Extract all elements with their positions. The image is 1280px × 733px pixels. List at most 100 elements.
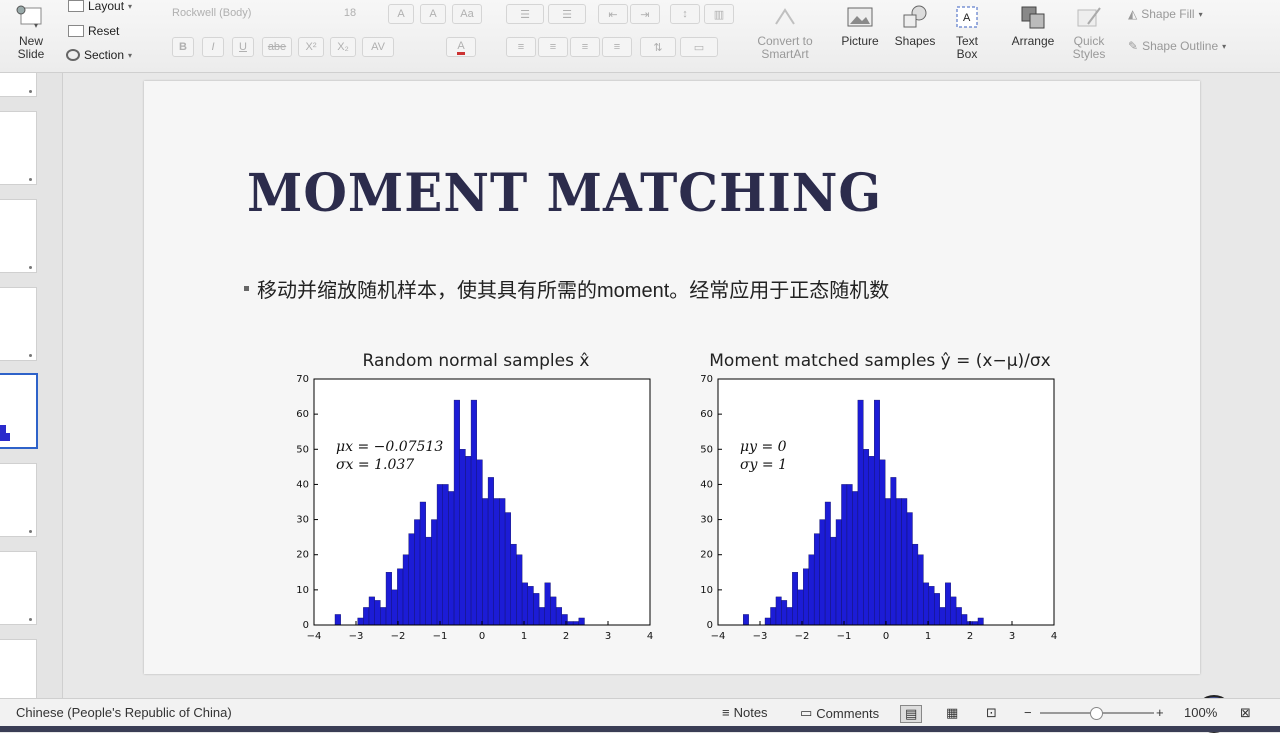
zoom-out-button[interactable]: − xyxy=(1024,705,1032,720)
histogram-bar xyxy=(510,543,517,626)
bullet-point[interactable]: 移动并缩放随机样本，使其具有所需的moment。经常应用于正态随机数 xyxy=(244,274,889,303)
shape-outline-button[interactable]: ✎ Shape Outline ▾ xyxy=(1128,39,1226,53)
slide-thumbnail-selected[interactable] xyxy=(0,373,38,449)
histogram-bar xyxy=(977,617,984,626)
text-direction-button[interactable]: ⇅ xyxy=(640,37,676,57)
stats-annotation: σx = 1.037 xyxy=(336,457,414,473)
histogram-bar xyxy=(470,399,477,626)
layout-button[interactable]: Layout ▾ xyxy=(68,0,132,13)
slide-thumbnail[interactable] xyxy=(0,551,37,625)
font-size-select[interactable]: 18 xyxy=(330,4,370,22)
decrease-indent-button[interactable]: ⇤ xyxy=(598,4,628,24)
subscript-button[interactable]: X₂ xyxy=(330,37,356,57)
quick-styles-label-1: Quick xyxy=(1073,34,1105,48)
slide-title[interactable]: MOMENT MATCHING xyxy=(247,161,883,224)
text-direction-icon: ⇅ xyxy=(653,41,663,54)
slide-sorter-button[interactable]: ▦ xyxy=(946,705,958,721)
grow-font-label: A xyxy=(397,8,405,20)
histogram-bar xyxy=(803,568,809,626)
italic-button[interactable]: I xyxy=(202,37,224,57)
comments-button[interactable]: ▭ Comments xyxy=(800,705,879,721)
chevron-down-icon: ▾ xyxy=(1198,9,1203,19)
text-box-button[interactable]: A Text Box xyxy=(947,4,987,61)
slide-marker xyxy=(29,618,32,621)
smartart-icon xyxy=(775,8,795,25)
new-slide-button[interactable]: ▾ New Slide xyxy=(12,2,50,61)
histogram-bar xyxy=(743,614,749,626)
histogram-chart-1[interactable]: Random normal samples x̂ −4 −3 −2 −1 0 1 2 3 4 0 1… xyxy=(286,351,666,651)
histogram-bar xyxy=(527,586,534,626)
zoom-level[interactable]: 100% xyxy=(1184,705,1217,720)
strikethrough-button[interactable]: abe xyxy=(262,37,292,57)
slide-thumbnail[interactable] xyxy=(0,111,37,185)
font-color-button[interactable]: A xyxy=(446,37,476,57)
histogram-chart-2[interactable]: Moment matched samples ŷ = (x−μ)/σx −4 −3… xyxy=(690,351,1070,651)
x-tick-label: −3 xyxy=(753,631,768,642)
slide-thumbnail[interactable] xyxy=(0,287,37,361)
shapes-button[interactable]: Shapes xyxy=(893,4,937,48)
histogram-bar xyxy=(808,554,815,626)
grow-font-button[interactable]: A xyxy=(388,4,414,24)
shape-fill-button[interactable]: ◭ Shape Fill ▾ xyxy=(1128,7,1203,21)
histogram-bar xyxy=(374,600,381,626)
align-center-button[interactable]: ≡ xyxy=(538,37,568,57)
align-right-button[interactable]: ≡ xyxy=(570,37,600,57)
align-right-icon: ≡ xyxy=(581,41,589,53)
underline-button[interactable]: U xyxy=(232,37,254,57)
notes-button[interactable]: ≡ Notes xyxy=(722,705,768,720)
align-left-button[interactable]: ≡ xyxy=(506,37,536,57)
new-slide-icon: ▾ xyxy=(16,5,42,30)
zoom-slider-handle[interactable] xyxy=(1090,707,1103,720)
slide-thumbnail[interactable] xyxy=(0,73,37,97)
superscript-button[interactable]: X² xyxy=(298,37,324,57)
line-spacing-button[interactable]: ↕ xyxy=(670,4,700,24)
convert-smartart-button[interactable]: Convert to SmartArt xyxy=(754,4,816,61)
reset-button[interactable]: Reset xyxy=(68,24,119,38)
histogram-bar xyxy=(499,498,506,626)
align-center-icon: ≡ xyxy=(549,41,557,53)
zoom-in-button[interactable]: + xyxy=(1156,705,1164,720)
y-tick-label: 30 xyxy=(700,515,713,526)
bullets-button[interactable]: ☰ xyxy=(506,4,544,24)
shrink-font-button[interactable]: A xyxy=(420,4,446,24)
justify-button[interactable]: ≡ xyxy=(602,37,632,57)
slide-thumbnail[interactable] xyxy=(0,199,37,273)
picture-button[interactable]: Picture xyxy=(838,4,882,48)
slide-thumbnail[interactable] xyxy=(0,463,37,537)
text-box-icon-letter: A xyxy=(963,12,971,24)
fit-slide-button[interactable]: ⊠ xyxy=(1240,705,1251,721)
histogram-bar xyxy=(363,607,370,626)
increase-indent-button[interactable]: ⇥ xyxy=(630,4,660,24)
quick-styles-button[interactable]: Quick Styles xyxy=(1066,4,1112,61)
section-button[interactable]: Section ▾ xyxy=(66,48,132,62)
slideshow-button[interactable]: ⊡ xyxy=(986,705,997,721)
histogram-bar xyxy=(487,477,494,626)
normal-view-button[interactable]: ▤ xyxy=(900,705,923,723)
slide-canvas: MOMENT MATCHING 移动并缩放随机样本，使其具有所需的moment。… xyxy=(63,73,1280,733)
slide-marker xyxy=(29,354,32,357)
histogram-bar xyxy=(436,484,443,626)
language-indicator[interactable]: Chinese (People's Republic of China) xyxy=(16,705,232,720)
y-tick-label: 20 xyxy=(296,550,309,561)
x-tick-label: 4 xyxy=(647,631,653,642)
histogram-bar xyxy=(792,572,798,626)
histogram-bar xyxy=(533,593,540,626)
zoom-slider[interactable] xyxy=(1040,707,1154,720)
histogram-bar xyxy=(448,491,455,626)
histogram-bar xyxy=(934,593,940,626)
slide[interactable]: MOMENT MATCHING 移动并缩放随机样本，使其具有所需的moment。… xyxy=(144,81,1200,674)
x-tick-label: 3 xyxy=(605,631,611,642)
x-tick-label: 2 xyxy=(563,631,569,642)
align-text-button[interactable]: ▭ xyxy=(680,37,718,57)
numbering-button[interactable]: ☰ xyxy=(548,4,586,24)
histogram-bar xyxy=(561,614,568,626)
character-spacing-button[interactable]: AV xyxy=(362,37,394,57)
slide-thumbnail[interactable] xyxy=(0,639,37,698)
arrange-button[interactable]: Arrange xyxy=(1006,4,1060,48)
columns-button[interactable]: ▥ xyxy=(704,4,734,24)
font-name-select[interactable]: Rockwell (Body) xyxy=(168,4,312,22)
histogram-bar xyxy=(425,536,432,626)
bold-button[interactable]: B xyxy=(172,37,194,57)
change-case-button[interactable]: Aa xyxy=(452,4,482,24)
